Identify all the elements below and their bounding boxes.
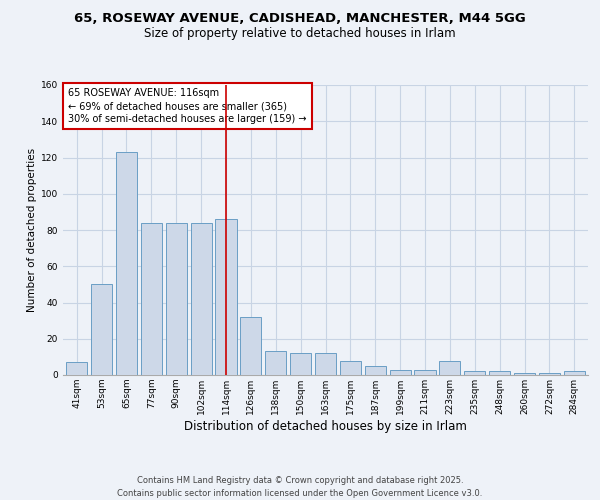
Text: Size of property relative to detached houses in Irlam: Size of property relative to detached ho…	[144, 28, 456, 40]
Bar	[191, 223, 212, 375]
Bar	[514, 373, 535, 375]
X-axis label: Distribution of detached houses by size in Irlam: Distribution of detached houses by size …	[184, 420, 467, 432]
Bar	[290, 353, 311, 375]
Bar	[66, 362, 87, 375]
Bar	[116, 152, 137, 375]
Bar	[141, 223, 162, 375]
Bar	[464, 372, 485, 375]
Bar	[166, 223, 187, 375]
Text: 65, ROSEWAY AVENUE, CADISHEAD, MANCHESTER, M44 5GG: 65, ROSEWAY AVENUE, CADISHEAD, MANCHESTE…	[74, 12, 526, 26]
Bar	[439, 360, 460, 375]
Bar	[564, 372, 585, 375]
Bar	[265, 352, 286, 375]
Bar	[539, 373, 560, 375]
Bar	[315, 353, 336, 375]
Bar	[415, 370, 436, 375]
Bar	[340, 360, 361, 375]
Y-axis label: Number of detached properties: Number of detached properties	[27, 148, 37, 312]
Bar	[365, 366, 386, 375]
Text: Contains HM Land Registry data © Crown copyright and database right 2025.
Contai: Contains HM Land Registry data © Crown c…	[118, 476, 482, 498]
Bar	[489, 372, 510, 375]
Text: 65 ROSEWAY AVENUE: 116sqm
← 69% of detached houses are smaller (365)
30% of semi: 65 ROSEWAY AVENUE: 116sqm ← 69% of detac…	[68, 88, 307, 124]
Bar	[91, 284, 112, 375]
Bar	[240, 317, 262, 375]
Bar	[215, 219, 236, 375]
Bar	[389, 370, 411, 375]
